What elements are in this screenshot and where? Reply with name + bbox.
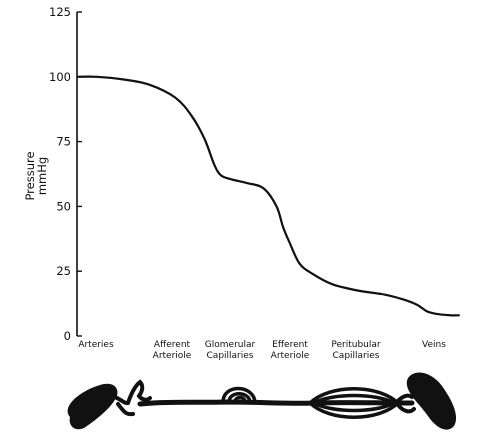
x-category-label: Arteriole bbox=[271, 351, 310, 361]
y-axis-label-line: mmHg bbox=[35, 157, 49, 195]
y-tick-label: 100 bbox=[49, 70, 71, 84]
glomerulus-loops bbox=[221, 386, 257, 403]
x-category-label: Afferent bbox=[154, 340, 191, 350]
x-category-label: Veins bbox=[422, 340, 446, 350]
axes: 0 25 50 75 100 125 bbox=[49, 5, 82, 343]
pressure-line-series bbox=[76, 75, 460, 317]
peritubular-capillaries bbox=[308, 387, 400, 419]
y-tick-label: 50 bbox=[56, 199, 71, 213]
x-category-label: Glomerular bbox=[205, 340, 256, 350]
x-category-label: Peritubular bbox=[331, 340, 381, 350]
y-tick-label: 0 bbox=[64, 329, 71, 343]
y-tick-label: 125 bbox=[49, 5, 71, 19]
y-tick-label: 25 bbox=[56, 264, 71, 278]
vein-end-shape bbox=[406, 372, 457, 430]
x-category-labels: Arteries AfferentArterioleGlomerularCapil… bbox=[78, 340, 446, 361]
x-category-label: Capillaries bbox=[207, 351, 254, 361]
x-category-label: Efferent bbox=[272, 340, 308, 350]
x-category-label: Arteriole bbox=[153, 351, 192, 361]
y-tick-label: 75 bbox=[56, 135, 71, 149]
y-axis-label-line: Pressure bbox=[23, 151, 37, 200]
pressure-line bbox=[76, 75, 460, 317]
artery-end-shape bbox=[67, 383, 118, 430]
x-category-label: Capillaries bbox=[333, 351, 380, 361]
x-category-label: Arteries bbox=[78, 340, 114, 350]
nephron-vessel-diagram-icon bbox=[67, 372, 457, 430]
afferent-branch bbox=[110, 379, 152, 406]
main-vessel bbox=[137, 399, 415, 407]
